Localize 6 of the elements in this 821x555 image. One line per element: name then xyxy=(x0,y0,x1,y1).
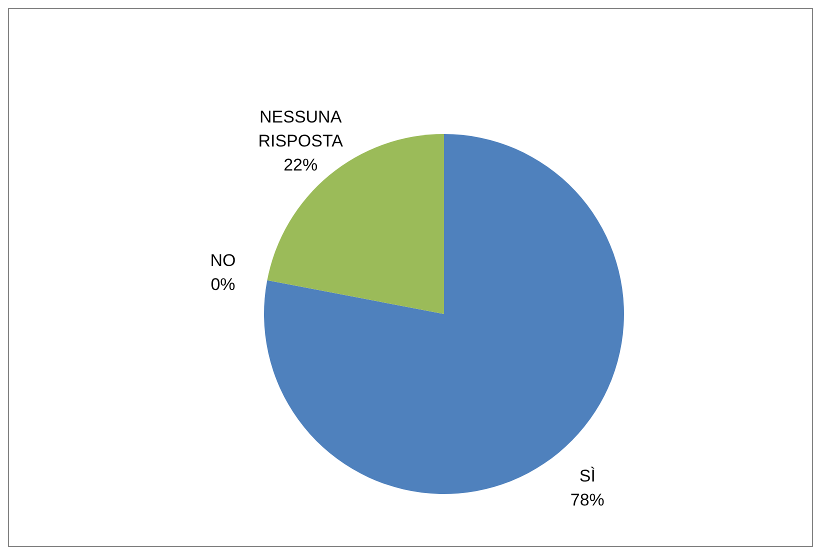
data-label: 22% xyxy=(284,155,318,174)
data-label: 78% xyxy=(570,490,604,509)
category-label: NO xyxy=(210,250,236,270)
text: 0% xyxy=(210,274,236,294)
slice-label: NESSUNA RISPOSTA xyxy=(258,107,344,150)
slice-label: SÌ xyxy=(579,466,596,485)
